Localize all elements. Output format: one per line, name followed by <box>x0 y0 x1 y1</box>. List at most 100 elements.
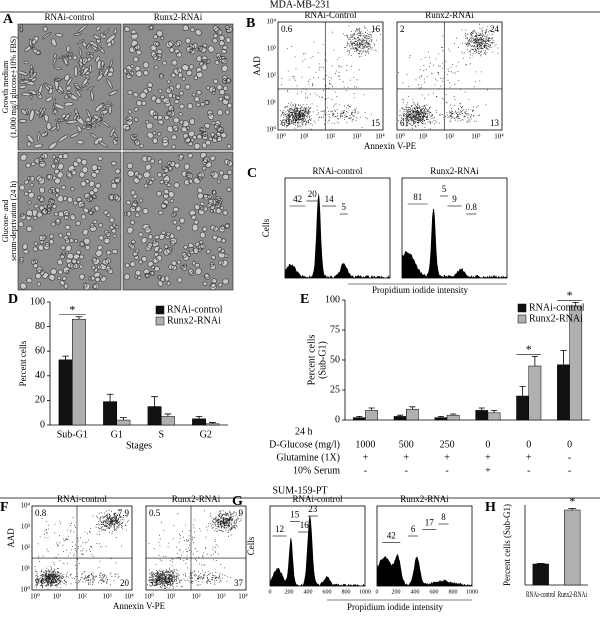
gate-percent: 12 <box>275 524 284 534</box>
plot-frame <box>277 21 384 131</box>
legend-label: Runx2-RNAi <box>529 313 583 324</box>
gate-percent: 42 <box>387 530 396 540</box>
significance-star: * <box>69 303 75 317</box>
error-bar <box>519 386 526 396</box>
plot-title: Runx2-RNAi <box>400 494 449 504</box>
gate-percent: 8 <box>441 512 446 522</box>
column-label: Runx2-RNAi <box>154 12 203 22</box>
table-cell: 250 <box>440 439 455 450</box>
x-tick-label: 10³ <box>216 593 225 601</box>
x-tick-label: 1000 <box>466 589 478 595</box>
bar <box>161 416 175 426</box>
quadrant-percent: 15 <box>371 118 381 128</box>
error-bar <box>536 563 545 564</box>
table-cell: - <box>364 465 367 476</box>
y-axis-label: AAD <box>6 528 16 548</box>
x-tick-label: 400 <box>411 589 420 595</box>
error-bar <box>368 407 375 411</box>
y-axis-label: Percent cells (Sub-G1) <box>502 504 512 586</box>
plot-title: RNAi-control <box>57 494 107 504</box>
y-tick-label: 10⁴ <box>21 502 31 510</box>
quadrant-percent: 24 <box>490 24 500 34</box>
y-tick-label: 10⁰ <box>20 586 30 594</box>
legend-swatch <box>155 305 165 315</box>
table-cell: + <box>363 452 369 463</box>
row-label: (1,000 mg/l glucose+10% FBS) <box>9 36 18 138</box>
legend-swatch <box>155 316 165 326</box>
x-tick-label: 600 <box>323 589 332 595</box>
quadrant-percent: 0.8 <box>35 508 47 518</box>
quadrant-percent: 13 <box>490 118 500 128</box>
table-cell: 500 <box>399 439 414 450</box>
row-label: serum-deprivation (24 h) <box>9 181 18 261</box>
error-bar <box>568 508 577 510</box>
y-tick-label: 25 <box>330 384 340 395</box>
histogram <box>402 208 507 278</box>
table-cell: + <box>444 452 450 463</box>
x-tick-label: Sub-G1 <box>57 429 88 440</box>
bar <box>393 416 407 421</box>
bar <box>205 423 220 426</box>
error-bar <box>572 302 579 306</box>
y-axis-label: Cells <box>261 218 271 237</box>
histogram <box>270 515 365 586</box>
legend-label: RNAi-control <box>529 302 585 313</box>
y-tick-label: 100 <box>30 296 45 307</box>
cells <box>122 24 233 150</box>
x-tick-label: 10³ <box>471 133 480 141</box>
significance-star: * <box>567 288 573 302</box>
histogram <box>285 192 390 278</box>
error-bar <box>409 406 416 410</box>
x-tick-label: 10² <box>326 133 335 141</box>
x-tick-label: 10⁴ <box>124 593 134 601</box>
bar <box>365 410 378 421</box>
plot-title: RNAi-control <box>293 494 343 504</box>
dots <box>398 23 499 130</box>
x-tick-label: 400 <box>304 589 313 595</box>
panel-letter: C <box>247 166 257 181</box>
y-axis-label: Cells <box>246 536 256 555</box>
x-tick-label: 1000 <box>359 589 371 595</box>
quadrant-percent: 53 <box>149 578 159 588</box>
bar <box>487 412 501 421</box>
table-cell: - <box>568 465 571 476</box>
table-cell: 0 <box>526 439 531 450</box>
column-label: RNAi-control <box>45 12 95 22</box>
error-bar <box>195 415 203 419</box>
error-bar <box>478 407 485 411</box>
y-tick-label: 10¹ <box>21 565 30 573</box>
x-tick-label: 10⁴ <box>494 133 504 141</box>
x-tick-label: 10⁰ <box>144 593 154 601</box>
cell-line-header: SUM-159-PT <box>272 485 327 496</box>
error-bar <box>106 393 114 402</box>
x-tick-label: 800 <box>449 589 458 595</box>
x-tick-label: 10³ <box>352 133 361 141</box>
y-axis-label: AAD <box>252 56 262 76</box>
y-tick-label: 50 <box>330 354 340 365</box>
quadrant-percent: 9 <box>239 508 244 518</box>
gate-percent: 15 <box>290 510 300 520</box>
x-tick-label: 10¹ <box>300 133 309 141</box>
x-tick-label: RNAi-control <box>526 590 556 599</box>
cells <box>123 152 233 291</box>
gate-percent: 20 <box>308 189 318 199</box>
quadrant-percent: 61 <box>400 118 409 128</box>
y-tick-label: 0 <box>40 419 45 430</box>
error-bar <box>75 316 83 320</box>
y-tick-label: 100 <box>325 294 340 305</box>
cells <box>18 152 121 291</box>
panel-letter: A <box>3 12 14 27</box>
x-tick-label: 10⁴ <box>238 593 248 601</box>
x-tick-label: Runx2-RNAi <box>558 590 588 599</box>
error-bar <box>397 414 404 417</box>
gate-percent: 23 <box>308 504 318 514</box>
quadrant-percent: 2 <box>400 24 405 34</box>
y-tick-label: 10³ <box>21 523 30 531</box>
bar <box>147 406 162 426</box>
gate-percent: 5 <box>342 202 347 212</box>
quadrant-percent: 37 <box>234 578 244 588</box>
table-cell: + <box>485 465 491 476</box>
table-title: 24 h <box>295 426 313 437</box>
bar <box>516 395 529 421</box>
table-cell: 0 <box>567 439 572 450</box>
